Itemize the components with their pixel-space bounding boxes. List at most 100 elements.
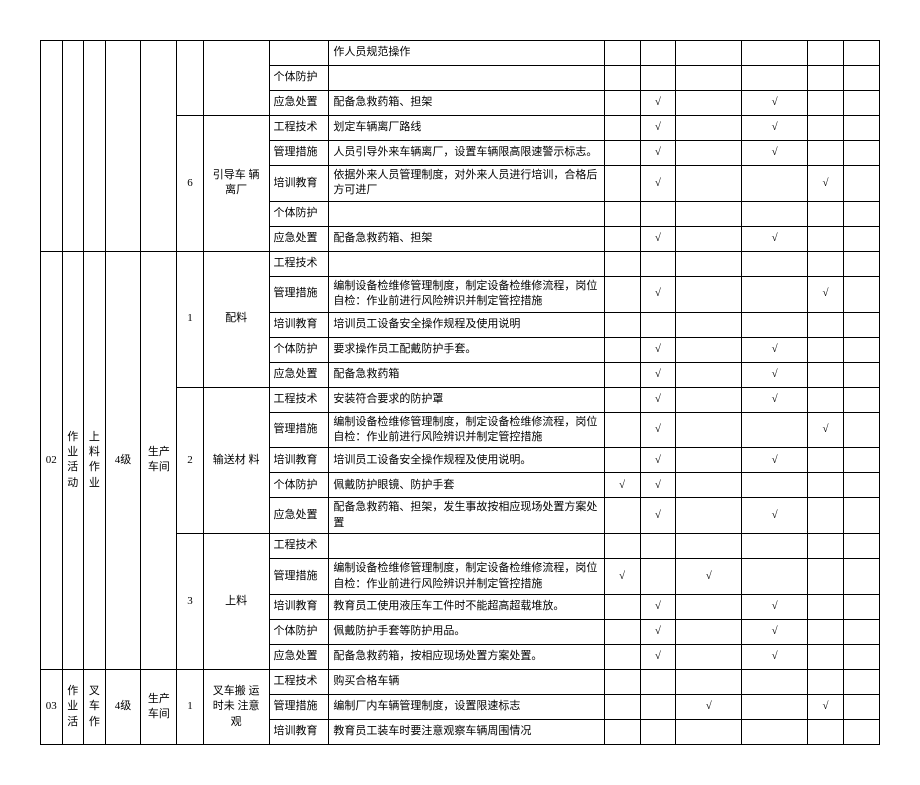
cell: 工程技术 xyxy=(269,669,329,694)
cell: 编制厂内车辆管理制度，设置限速标志 xyxy=(329,694,604,719)
cell xyxy=(84,41,106,252)
cell: √ xyxy=(808,276,844,312)
cell xyxy=(808,534,844,559)
cell: √ xyxy=(742,448,808,473)
cell xyxy=(843,41,879,66)
cell xyxy=(843,498,879,534)
cell: √ xyxy=(742,619,808,644)
cell xyxy=(808,594,844,619)
cell xyxy=(604,534,640,559)
cell xyxy=(604,669,640,694)
cell: 工程技术 xyxy=(269,116,329,141)
cell: √ xyxy=(808,412,844,448)
cell xyxy=(329,201,604,226)
cell: 工程技术 xyxy=(269,534,329,559)
cell xyxy=(676,276,742,312)
cell xyxy=(808,141,844,166)
cell xyxy=(676,644,742,669)
cell xyxy=(676,619,742,644)
cell xyxy=(843,448,879,473)
cell xyxy=(676,116,742,141)
cell xyxy=(808,448,844,473)
cell xyxy=(843,644,879,669)
cell xyxy=(808,337,844,362)
cell: √ xyxy=(676,694,742,719)
cell: √ xyxy=(640,276,676,312)
cell: √ xyxy=(742,91,808,116)
cell: √ xyxy=(640,387,676,412)
cell xyxy=(676,41,742,66)
cell: √ xyxy=(742,362,808,387)
cell xyxy=(41,41,63,252)
cell xyxy=(808,719,844,744)
cell: 2 xyxy=(177,387,203,534)
cell xyxy=(141,41,177,252)
cell: 生产车间 xyxy=(141,251,177,669)
cell xyxy=(742,251,808,276)
cell xyxy=(843,719,879,744)
cell: √ xyxy=(640,166,676,202)
cell: 工程技术 xyxy=(269,251,329,276)
cell: √ xyxy=(640,412,676,448)
cell: 个体防护 xyxy=(269,619,329,644)
cell xyxy=(742,312,808,337)
cell: 叉车作 xyxy=(84,669,106,744)
cell: 应急处置 xyxy=(269,498,329,534)
cell: √ xyxy=(640,644,676,669)
cell xyxy=(808,116,844,141)
cell: 6 xyxy=(177,116,203,252)
cell xyxy=(808,201,844,226)
cell xyxy=(808,473,844,498)
cell: 管理措施 xyxy=(269,276,329,312)
cell xyxy=(843,337,879,362)
cell xyxy=(640,201,676,226)
cell: √ xyxy=(640,337,676,362)
cell xyxy=(640,719,676,744)
cell xyxy=(742,473,808,498)
cell xyxy=(742,201,808,226)
cell xyxy=(676,669,742,694)
cell: 编制设备检维修管理制度，制定设备检维修流程，岗位自检：作业前进行风险辨识并制定管… xyxy=(329,276,604,312)
cell: 配料 xyxy=(203,251,269,387)
cell xyxy=(604,644,640,669)
cell xyxy=(676,448,742,473)
cell: 管理措施 xyxy=(269,559,329,595)
cell: 购买合格车辆 xyxy=(329,669,604,694)
cell xyxy=(604,387,640,412)
cell: 上料作业 xyxy=(84,251,106,669)
cell: 佩戴防护眼镜、防护手套 xyxy=(329,473,604,498)
cell xyxy=(604,362,640,387)
cell xyxy=(604,41,640,66)
cell xyxy=(604,594,640,619)
cell: 管理措施 xyxy=(269,412,329,448)
cell xyxy=(676,312,742,337)
cell: 引导车 辆离厂 xyxy=(203,116,269,252)
cell xyxy=(676,719,742,744)
cell: √ xyxy=(640,498,676,534)
cell xyxy=(676,201,742,226)
cell: 佩戴防护手套等防护用品。 xyxy=(329,619,604,644)
cell xyxy=(843,141,879,166)
cell: 培训教育 xyxy=(269,594,329,619)
cell: √ xyxy=(640,362,676,387)
cell xyxy=(604,91,640,116)
cell: √ xyxy=(742,337,808,362)
cell xyxy=(604,719,640,744)
cell xyxy=(808,644,844,669)
cell xyxy=(676,251,742,276)
cell: 教育员工装车时要注意观察车辆周围情况 xyxy=(329,719,604,744)
cell xyxy=(843,534,879,559)
cell xyxy=(604,337,640,362)
cell: 工程技术 xyxy=(269,387,329,412)
cell xyxy=(676,534,742,559)
cell: 培训教育 xyxy=(269,312,329,337)
cell xyxy=(604,166,640,202)
cell xyxy=(808,559,844,595)
cell: 配备急救药箱 xyxy=(329,362,604,387)
cell xyxy=(843,559,879,595)
cell xyxy=(843,594,879,619)
cell: 02 xyxy=(41,251,63,669)
cell xyxy=(843,619,879,644)
cell: 编制设备检维修管理制度，制定设备检维修流程，岗位自检：作业前进行风险辨识并制定管… xyxy=(329,412,604,448)
cell xyxy=(676,66,742,91)
